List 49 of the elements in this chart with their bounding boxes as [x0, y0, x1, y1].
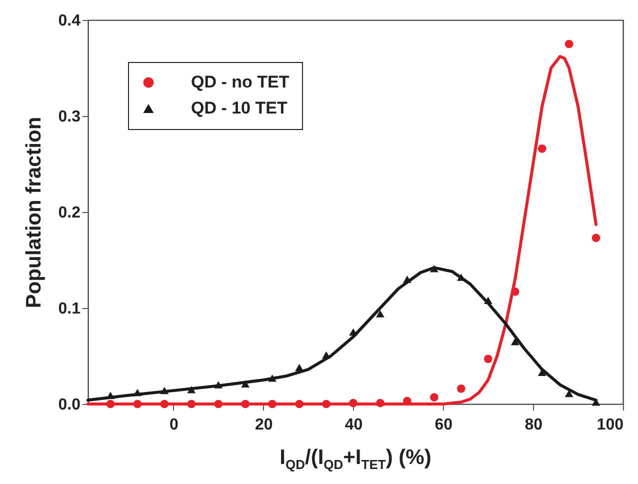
point: [510, 338, 520, 346]
point: [349, 328, 358, 336]
point: [322, 400, 330, 408]
point: [430, 393, 438, 402]
y-tick-label: 0.0: [58, 396, 81, 414]
point: [241, 400, 250, 408]
point: [268, 400, 277, 408]
point: [484, 296, 492, 304]
y-tick-label: 0.4: [58, 12, 81, 30]
point: [214, 381, 223, 388]
legend-label: QD - 10 TET: [191, 98, 288, 118]
x-tick-label: 80: [524, 416, 543, 434]
point: [376, 398, 384, 408]
point: [295, 400, 304, 408]
line-series: [86, 54, 598, 406]
point: [403, 276, 412, 283]
point: [133, 388, 142, 396]
point: [160, 386, 169, 394]
point: [484, 354, 492, 364]
point: [214, 400, 223, 408]
x-tick-label: 20: [254, 416, 273, 434]
y-axis-title: Population fraction: [22, 116, 46, 308]
x-tick-label: 40: [344, 416, 363, 434]
point: [592, 398, 600, 406]
point: [133, 400, 142, 408]
y-tick-label: 0.2: [58, 204, 81, 222]
point: [187, 386, 196, 394]
point: [456, 384, 466, 393]
x-axis-title: I$_{QD}$/(I$_{QD}$+I$_{TET}$) (%): [278, 446, 432, 472]
x-tick-label: 0: [169, 416, 178, 434]
point: [295, 364, 304, 372]
point: [322, 351, 330, 359]
point: [592, 234, 600, 242]
point: [187, 400, 196, 408]
point: [538, 144, 546, 153]
point: [268, 374, 277, 382]
point: [160, 400, 169, 408]
point: [376, 310, 384, 318]
y-tick-label: 0.3: [58, 108, 81, 126]
x-tick-label: 60: [434, 416, 453, 434]
y-tick-label: 0.1: [58, 300, 81, 318]
point: [349, 398, 358, 408]
point: [430, 265, 438, 272]
x-tick-label: 100: [596, 416, 624, 434]
point: [510, 288, 520, 296]
point: [241, 380, 250, 388]
point: [106, 400, 115, 408]
legend-label: QD - no TET: [191, 72, 290, 92]
point: [564, 40, 574, 48]
